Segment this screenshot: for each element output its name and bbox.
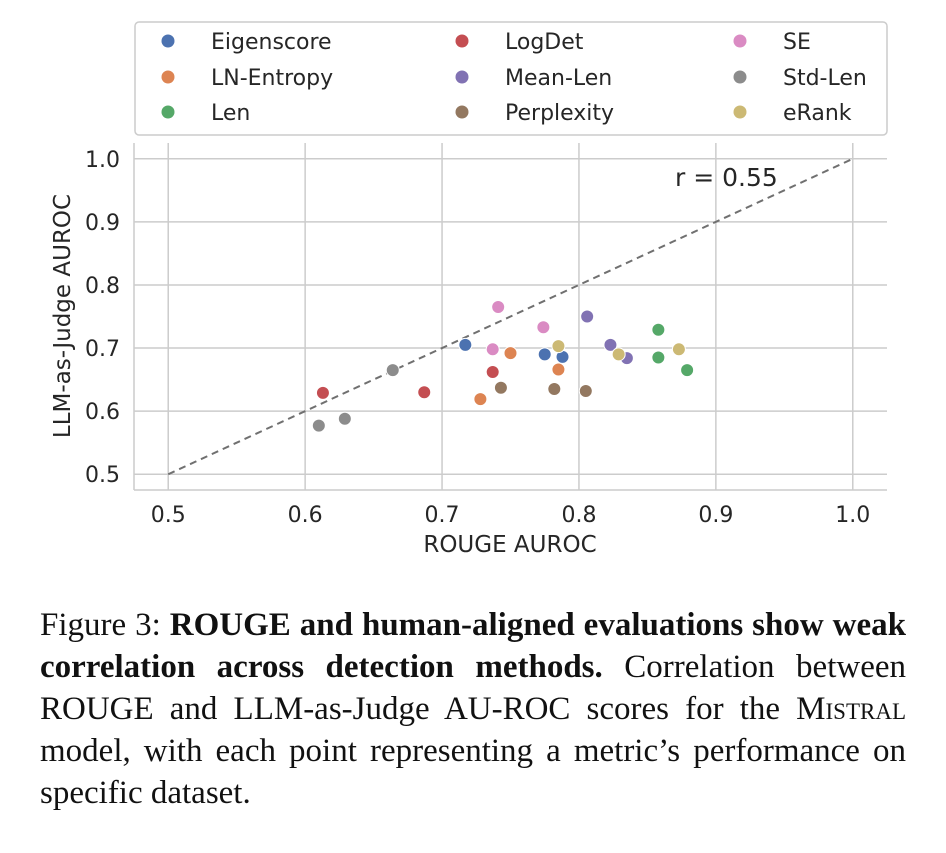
data-point-mean-len	[603, 337, 618, 352]
data-point-se	[491, 300, 506, 315]
legend-marker-eigenscore	[161, 34, 175, 48]
y-tick-label: 1.0	[85, 148, 120, 173]
legend-box	[134, 21, 888, 136]
y-tick-label: 0.6	[85, 400, 120, 425]
data-point-len	[680, 363, 695, 378]
y-axis-label: LLM-as-Judge AUROC	[50, 194, 76, 438]
data-point-eigenscore	[458, 337, 473, 352]
legend-label-len: Len	[211, 101, 250, 126]
data-point-erank	[671, 342, 686, 357]
y-tick-label: 0.7	[85, 337, 120, 362]
data-point-std-len	[337, 411, 352, 426]
reference-diagonal-line	[167, 157, 854, 476]
correlation-annotation: r = 0.55	[675, 163, 778, 192]
data-point-logdet	[417, 385, 432, 400]
legend-label-erank: eRank	[783, 101, 852, 126]
legend-label-mean-len: Mean-Len	[505, 66, 612, 91]
data-point-perplexity	[578, 383, 593, 398]
x-tick-label: 0.7	[425, 503, 460, 528]
legend-marker-ln-entropy	[161, 70, 175, 84]
y-tick-labels: 0.5 0.6 0.7 0.8 0.9 1.0	[85, 148, 120, 488]
legend-label-se: SE	[783, 30, 811, 55]
caption-text-after: model, with each point representing a me…	[40, 733, 906, 811]
data-point-ln-entropy	[503, 346, 518, 361]
data-point-len	[651, 350, 666, 365]
data-point-perplexity	[547, 382, 562, 397]
figure-caption: Figure 3: ROUGE and human-aligned evalua…	[40, 604, 906, 814]
data-point-mean-len	[580, 309, 595, 324]
caption-bold-title: ROUGE and human-aligned evaluations show…	[40, 607, 907, 685]
caption-label: Figure 3:	[40, 607, 161, 643]
legend-marker-std-len	[733, 70, 747, 84]
data-point-eigenscore	[537, 347, 552, 362]
data-point-ln-entropy	[473, 392, 488, 407]
x-tick-label: 1.0	[835, 503, 870, 528]
caption-model-name: Mistral	[796, 691, 907, 727]
data-point-std-len	[311, 418, 326, 433]
data-point-ln-entropy	[551, 362, 566, 377]
data-point-len	[651, 322, 666, 337]
data-points	[311, 300, 695, 433]
data-point-erank	[551, 339, 566, 354]
x-tick-label: 0.5	[151, 503, 186, 528]
data-point-std-len	[385, 363, 400, 378]
y-tick-label: 0.9	[85, 211, 120, 236]
legend-label-std-len: Std-Len	[783, 66, 867, 91]
data-point-logdet	[485, 365, 500, 380]
legend-marker-mean-len	[455, 70, 469, 84]
data-point-perplexity	[493, 380, 508, 395]
y-tick-label: 0.5	[85, 463, 120, 488]
legend-marker-logdet	[455, 34, 469, 48]
legend-marker-se	[733, 34, 747, 48]
scatter-chart: r = 0.55 0.5 0.6 0.7 0.8 0.9 1.0 0.5 0.6 0.7 0.8…	[50, 21, 888, 558]
data-point-se	[536, 320, 551, 335]
legend-marker-erank	[733, 105, 747, 119]
legend-label-perplexity: Perplexity	[505, 101, 614, 126]
x-tick-label: 0.9	[698, 503, 733, 528]
data-point-erank	[611, 347, 626, 362]
legend-label-logdet: LogDet	[505, 30, 584, 55]
legend: Eigenscore LogDet SE LN-Entropy Mean-Len Std-…	[161, 30, 867, 126]
x-tick-label: 0.6	[288, 503, 323, 528]
x-tick-labels: 0.5 0.6 0.7 0.8 0.9 1.0	[151, 503, 871, 528]
caption-text-before: Correlation between ROUGE and LLM-as-Jud…	[40, 649, 906, 727]
legend-marker-len	[161, 105, 175, 119]
data-point-se	[485, 342, 500, 357]
x-axis-label: ROUGE AUROC	[423, 532, 596, 558]
legend-marker-perplexity	[455, 105, 469, 119]
data-point-logdet	[315, 385, 330, 400]
y-tick-label: 0.8	[85, 274, 120, 299]
legend-label-eigenscore: Eigenscore	[211, 30, 332, 55]
x-tick-label: 0.8	[561, 503, 596, 528]
grid	[133, 143, 887, 491]
legend-label-ln-entropy: LN-Entropy	[211, 66, 333, 91]
